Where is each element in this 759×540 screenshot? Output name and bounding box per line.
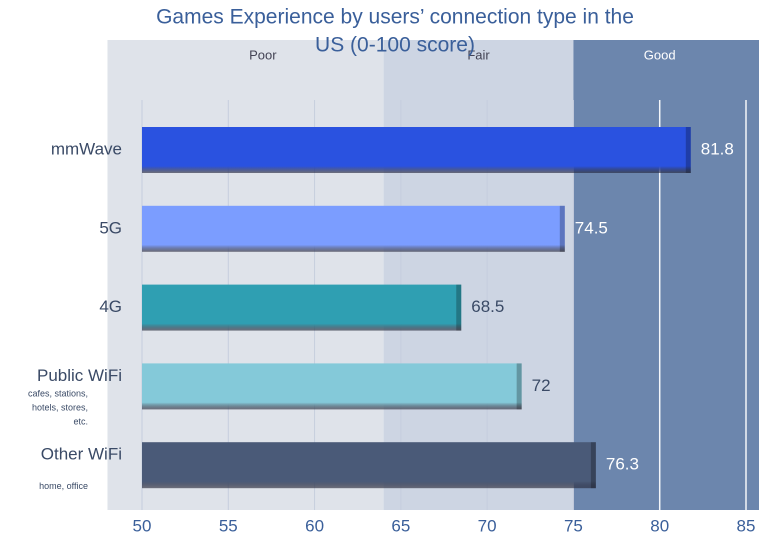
y-tick-label: Public WiFi bbox=[37, 366, 122, 385]
bar bbox=[142, 284, 462, 331]
x-tick-label: 60 bbox=[305, 516, 324, 535]
y-sublabel-line: hotels, stores, bbox=[32, 403, 88, 413]
band-label: Poor bbox=[249, 47, 277, 62]
chart-title: Games Experience by users’ connection ty… bbox=[156, 6, 634, 29]
bar bbox=[142, 442, 596, 489]
value-label: 68.5 bbox=[471, 297, 504, 316]
band-label: Good bbox=[644, 47, 676, 62]
y-sublabel: cafes, stations, hotels, stores, etc. bbox=[28, 389, 88, 427]
y-tick-label: 4G bbox=[99, 297, 122, 316]
y-tick-label: 5G bbox=[99, 218, 122, 237]
value-label: 72 bbox=[532, 376, 551, 395]
x-tick-label: 80 bbox=[650, 516, 669, 535]
x-tick-label: 50 bbox=[133, 516, 152, 535]
bar-edge bbox=[590, 442, 596, 489]
y-tick-label: mmWave bbox=[51, 139, 122, 158]
x-tick-label: 85 bbox=[737, 516, 756, 535]
band-label: Fair bbox=[467, 47, 490, 62]
y-tick-label: Other WiFi bbox=[41, 445, 122, 464]
y-sublabel: home, office bbox=[39, 482, 88, 492]
y-sublabel-line: cafes, stations, bbox=[28, 389, 88, 399]
band bbox=[573, 40, 759, 510]
value-label: 76.3 bbox=[606, 455, 639, 474]
value-label: 81.8 bbox=[701, 139, 734, 158]
bar-edge bbox=[559, 205, 565, 252]
x-tick-label: 75 bbox=[564, 516, 583, 535]
band bbox=[383, 40, 574, 510]
band bbox=[107, 40, 384, 510]
bar bbox=[142, 205, 565, 252]
value-label: 74.5 bbox=[575, 218, 608, 237]
bar bbox=[142, 127, 691, 173]
x-tick-label: 55 bbox=[219, 516, 238, 535]
x-tick-label: 65 bbox=[391, 516, 410, 535]
chart-title: US (0-100 score) bbox=[315, 34, 475, 57]
x-tick-label: 70 bbox=[478, 516, 497, 535]
y-sublabel-line: home, office bbox=[39, 482, 88, 492]
bar-edge bbox=[456, 284, 462, 331]
bar bbox=[142, 363, 522, 410]
bar-edge bbox=[685, 127, 691, 173]
y-sublabel-line: etc. bbox=[73, 417, 88, 427]
bar-edge bbox=[516, 363, 522, 410]
